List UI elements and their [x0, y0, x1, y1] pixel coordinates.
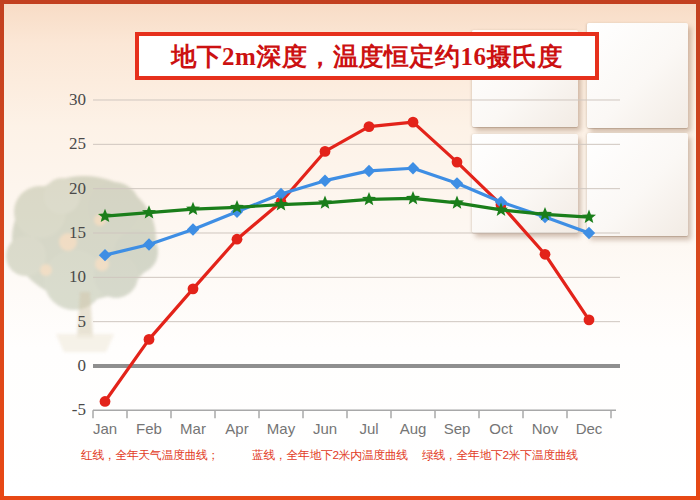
svg-text:Oct: Oct: [489, 420, 513, 437]
svg-text:Mar: Mar: [180, 420, 206, 437]
svg-text:5: 5: [78, 312, 87, 331]
legend-blue-line: 蓝线，全年地下2米内温度曲线: [252, 448, 408, 464]
svg-text:0: 0: [78, 356, 87, 375]
svg-text:30: 30: [69, 90, 86, 109]
svg-text:Jun: Jun: [313, 420, 337, 437]
page-background: 30 25 20 15 10 5 0 -5 Jan Feb Mar Apr May Jun Jul Aug Se…: [4, 4, 696, 496]
chart-title-box: 地下2m深度，温度恒定约16摄氏度: [135, 32, 599, 80]
svg-text:15: 15: [69, 223, 86, 242]
svg-text:May: May: [267, 420, 296, 437]
svg-text:Feb: Feb: [136, 420, 162, 437]
svg-text:Jan: Jan: [93, 420, 117, 437]
svg-text:20: 20: [69, 179, 86, 198]
svg-text:Sep: Sep: [444, 420, 471, 437]
svg-text:Nov: Nov: [532, 420, 559, 437]
svg-text:Dec: Dec: [576, 420, 603, 437]
svg-text:Jul: Jul: [359, 420, 378, 437]
svg-text:25: 25: [69, 134, 86, 153]
page-frame: 30 25 20 15 10 5 0 -5 Jan Feb Mar Apr May Jun Jul Aug Se…: [0, 0, 700, 500]
svg-text:Apr: Apr: [225, 420, 248, 437]
svg-text:-5: -5: [72, 400, 86, 419]
svg-text:10: 10: [69, 267, 86, 286]
chart-title: 地下2m深度，温度恒定约16摄氏度: [171, 40, 563, 73]
svg-text:Aug: Aug: [400, 420, 427, 437]
legend-green-line: 绿线，全年地下2米下温度曲线: [422, 448, 578, 464]
legend-red-line: 红线，全年天气温度曲线；: [81, 448, 219, 464]
